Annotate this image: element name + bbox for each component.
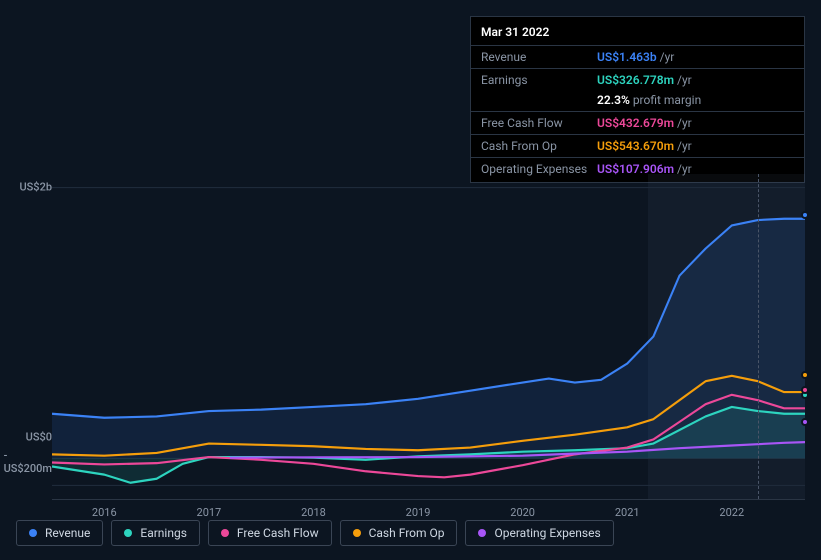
tooltip-profit-margin: 22.3% profit margin — [471, 91, 804, 111]
x-axis-label: 2020 — [510, 506, 535, 519]
tooltip-metric-suffix: /yr — [677, 73, 692, 87]
tooltip-row: EarningsUS$326.778m/yr — [471, 68, 804, 91]
legend-item[interactable]: Cash From Op — [340, 520, 458, 546]
tooltip-metric-label: Earnings — [481, 73, 597, 87]
legend-label: Revenue — [45, 526, 90, 540]
chart-lines — [52, 174, 805, 499]
tooltip-metric-suffix: /yr — [677, 116, 692, 130]
financials-chart[interactable]: US$2bUS$0-US$200m 2016201720182019202020… — [16, 158, 805, 500]
hover-line — [758, 174, 759, 499]
chart-legend: Revenue Earnings Free Cash Flow Cash From O… — [16, 520, 614, 546]
y-axis-label: -US$200m — [4, 449, 52, 475]
y-axis-label: US$0 — [26, 430, 52, 443]
legend-label: Cash From Op — [369, 526, 445, 540]
y-axis-label: US$2b — [19, 180, 52, 193]
tooltip-metric-label: Revenue — [481, 50, 597, 64]
legend-item[interactable]: Operating Expenses — [465, 520, 613, 546]
series-end-marker — [801, 371, 809, 379]
tooltip-metric-value: US$326.778m — [597, 73, 674, 87]
series-line — [52, 219, 805, 418]
legend-dot — [221, 529, 229, 537]
series-line — [230, 442, 805, 458]
tooltip-metric-value: US$543.670m — [597, 139, 674, 153]
tooltip-metric-value: US$1.463b — [597, 50, 657, 64]
tooltip-row: RevenueUS$1.463b/yr — [471, 45, 804, 68]
legend-item[interactable]: Earnings — [111, 520, 200, 546]
legend-dot — [124, 529, 132, 537]
x-axis-label: 2017 — [197, 506, 222, 519]
x-axis-label: 2022 — [719, 506, 744, 519]
tooltip-row: Free Cash FlowUS$432.679m/yr — [471, 111, 804, 134]
tooltip-metric-label: Cash From Op — [481, 139, 597, 153]
x-axis-label: 2018 — [301, 506, 326, 519]
tooltip-metric-suffix: /yr — [677, 139, 692, 153]
legend-dot — [29, 529, 37, 537]
x-axis-label: 2021 — [615, 506, 640, 519]
series-line — [52, 407, 805, 483]
legend-label: Free Cash Flow — [237, 526, 319, 540]
series-end-marker — [801, 211, 809, 219]
legend-label: Operating Expenses — [494, 526, 600, 540]
series-end-marker — [801, 418, 809, 426]
tooltip-metric-value: US$432.679m — [597, 116, 674, 130]
legend-item[interactable]: Free Cash Flow — [208, 520, 332, 546]
legend-dot — [353, 529, 361, 537]
x-axis-label: 2016 — [92, 506, 117, 519]
tooltip-date: Mar 31 2022 — [471, 19, 804, 45]
legend-label: Earnings — [140, 526, 187, 540]
series-end-marker — [801, 386, 809, 394]
tooltip-row: Cash From OpUS$543.670m/yr — [471, 134, 804, 157]
series-line — [52, 395, 805, 478]
legend-item[interactable]: Revenue — [16, 520, 103, 546]
tooltip-metric-suffix: /yr — [660, 50, 675, 64]
x-axis-label: 2019 — [406, 506, 431, 519]
tooltip-metric-label: Free Cash Flow — [481, 116, 597, 130]
legend-dot — [478, 529, 486, 537]
